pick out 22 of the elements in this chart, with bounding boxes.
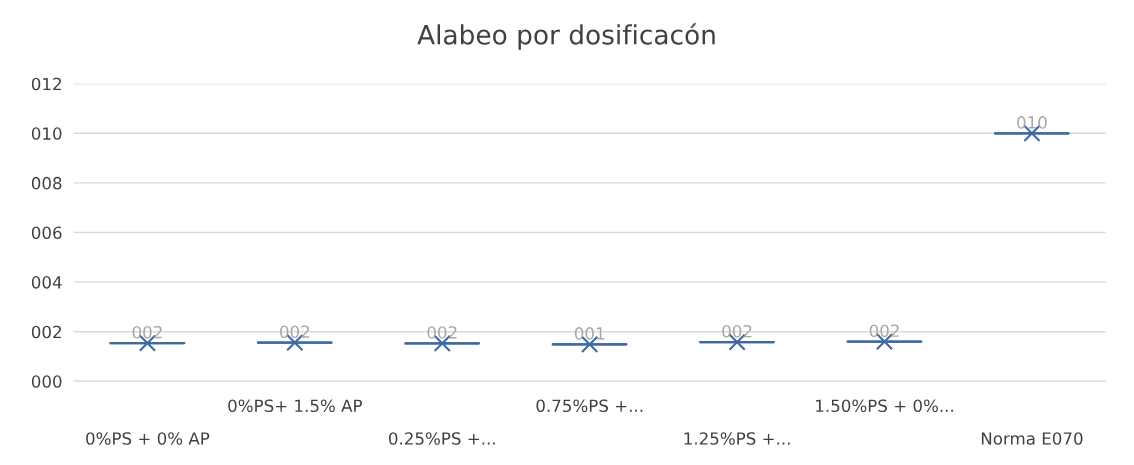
- x-tick-label: 0.25%PS +...: [388, 432, 495, 445]
- text: 002: [280, 325, 310, 338]
- text: 010: [1017, 116, 1047, 129]
- y-tick-label: 002: [31, 325, 61, 339]
- x-tick-label: 0%PS+ 1.5% AP: [228, 399, 362, 413]
- y-tick-label: 004: [31, 276, 62, 289]
- text: 002: [427, 326, 457, 339]
- text: 001: [574, 327, 605, 340]
- y-tick-label: 000: [31, 375, 62, 388]
- y-tick-label: 008: [31, 176, 62, 190]
- chart-title: Alabeo por dosificacón: [417, 23, 715, 50]
- x-tick-label: Norma E070: [981, 432, 1083, 445]
- text: 002: [722, 324, 752, 338]
- text: 002: [869, 324, 899, 337]
- x-tick-label: 0%PS + 0% AP: [86, 432, 210, 445]
- y-tick-label: 012: [31, 77, 61, 91]
- x-tick-label: 1.25%PS +...: [684, 432, 790, 445]
- x-tick-label: 1.50%PS + 0%...: [816, 399, 953, 413]
- text: 002: [132, 325, 162, 339]
- y-tick-label: 006: [31, 226, 62, 240]
- y-tick-label: 010: [31, 127, 62, 140]
- x-tick-label: 0.75%PS +...: [536, 399, 643, 413]
